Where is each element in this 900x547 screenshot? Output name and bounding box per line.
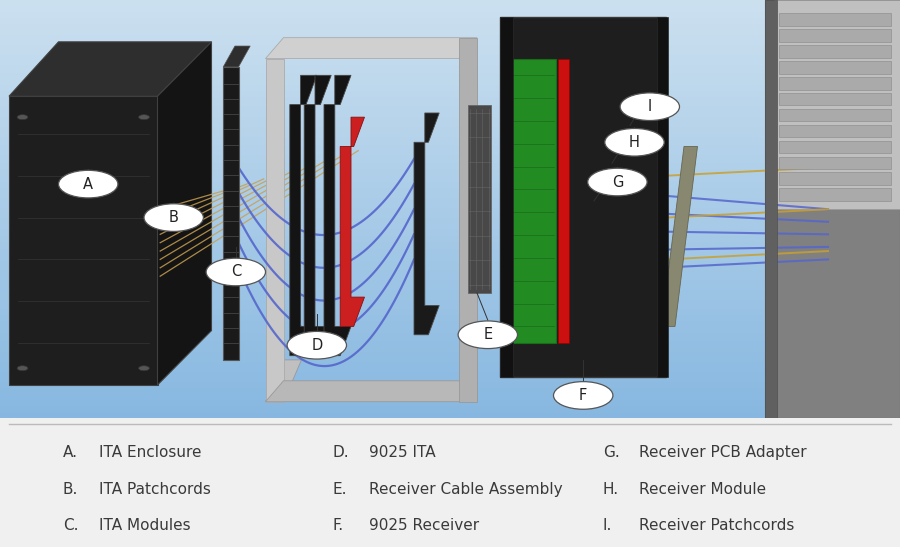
Circle shape	[287, 331, 346, 359]
Text: ITA Patchcords: ITA Patchcords	[99, 482, 211, 497]
Text: H: H	[629, 135, 640, 150]
Text: ITA Enclosure: ITA Enclosure	[99, 445, 202, 460]
Polygon shape	[662, 147, 698, 327]
Text: F.: F.	[333, 519, 344, 533]
Circle shape	[17, 115, 28, 120]
Polygon shape	[9, 96, 157, 385]
Circle shape	[17, 366, 28, 371]
Circle shape	[144, 204, 203, 231]
Polygon shape	[324, 75, 351, 356]
Polygon shape	[558, 59, 569, 343]
FancyBboxPatch shape	[778, 172, 891, 185]
FancyBboxPatch shape	[778, 141, 891, 153]
Polygon shape	[657, 17, 668, 376]
Text: C: C	[230, 265, 241, 280]
Polygon shape	[468, 104, 490, 293]
FancyBboxPatch shape	[778, 45, 891, 58]
Text: A: A	[83, 177, 94, 191]
Text: Receiver PCB Adapter: Receiver PCB Adapter	[639, 445, 806, 460]
Circle shape	[554, 382, 613, 409]
Text: F: F	[579, 388, 588, 403]
Text: E.: E.	[333, 482, 347, 497]
Text: A.: A.	[63, 445, 78, 460]
Text: Receiver Cable Assembly: Receiver Cable Assembly	[369, 482, 562, 497]
Text: H.: H.	[603, 482, 619, 497]
FancyBboxPatch shape	[778, 125, 891, 137]
Text: G: G	[612, 174, 623, 189]
Polygon shape	[266, 360, 302, 401]
Polygon shape	[223, 67, 238, 360]
Polygon shape	[304, 75, 331, 356]
Circle shape	[458, 321, 518, 348]
Polygon shape	[774, 0, 900, 209]
Circle shape	[620, 93, 680, 120]
Polygon shape	[507, 59, 556, 343]
Text: B.: B.	[63, 482, 78, 497]
Text: Receiver Module: Receiver Module	[639, 482, 766, 497]
FancyBboxPatch shape	[778, 77, 891, 90]
Text: I.: I.	[603, 519, 612, 533]
Text: 9025 ITA: 9025 ITA	[369, 445, 436, 460]
FancyBboxPatch shape	[778, 188, 891, 201]
Polygon shape	[223, 46, 250, 67]
FancyBboxPatch shape	[778, 109, 891, 121]
Text: I: I	[648, 99, 652, 114]
Circle shape	[139, 366, 149, 371]
Polygon shape	[459, 38, 477, 401]
Text: D: D	[311, 337, 322, 353]
Text: 9025 Receiver: 9025 Receiver	[369, 519, 479, 533]
Polygon shape	[340, 117, 364, 327]
Circle shape	[58, 170, 118, 198]
Polygon shape	[266, 38, 477, 59]
Polygon shape	[765, 0, 900, 418]
Text: Receiver Patchcords: Receiver Patchcords	[639, 519, 795, 533]
Text: B: B	[169, 210, 178, 225]
FancyBboxPatch shape	[778, 61, 891, 74]
Polygon shape	[765, 0, 777, 418]
Text: ITA Modules: ITA Modules	[99, 519, 191, 533]
Polygon shape	[500, 17, 513, 376]
Polygon shape	[9, 42, 211, 96]
Circle shape	[605, 129, 664, 156]
Text: G.: G.	[603, 445, 620, 460]
Circle shape	[588, 168, 647, 196]
Text: E: E	[483, 327, 492, 342]
Text: C.: C.	[63, 519, 78, 533]
Text: D.: D.	[333, 445, 349, 460]
Circle shape	[206, 258, 266, 286]
Polygon shape	[414, 113, 439, 335]
Polygon shape	[158, 42, 212, 385]
FancyBboxPatch shape	[778, 13, 891, 26]
Polygon shape	[266, 381, 477, 401]
FancyBboxPatch shape	[778, 93, 891, 106]
Polygon shape	[290, 75, 317, 356]
Polygon shape	[266, 59, 284, 401]
Circle shape	[139, 115, 149, 120]
FancyBboxPatch shape	[778, 156, 891, 169]
FancyBboxPatch shape	[778, 30, 891, 42]
Polygon shape	[500, 17, 666, 376]
